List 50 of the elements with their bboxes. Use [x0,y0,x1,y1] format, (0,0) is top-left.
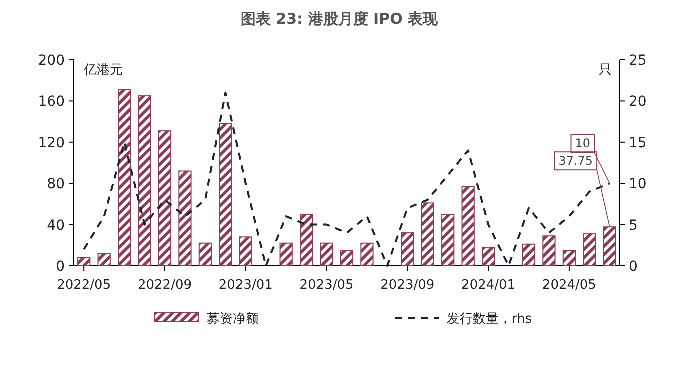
bar [219,123,232,266]
y2-axis-title: 只 [599,63,612,78]
y-tick-label: 40 [47,218,65,234]
data-label: 10 [575,136,591,151]
bar [562,250,576,266]
y2-tick-label: 15 [629,135,647,152]
bar [300,214,314,266]
bar [442,214,455,266]
y2-tick-label: 10 [629,176,647,193]
y2-tick-label: 20 [629,94,647,110]
bar [138,96,152,266]
bar [542,236,556,266]
bar [401,232,414,266]
bar [603,226,616,266]
bar [360,242,374,266]
y2-tick-label: 25 [629,53,647,69]
bar [320,242,334,266]
y2-tick-label: 5 [629,218,638,234]
y-tick-label: 80 [47,176,65,193]
bar [78,257,91,266]
bar [421,202,434,266]
y-tick-label: 160 [38,94,65,110]
bar [239,236,252,266]
bar [462,186,475,266]
legend-label: 募资净额 [207,312,259,327]
bar [583,234,596,266]
data-label: 37.75 [558,154,594,168]
x-tick-label: 2024/01 [462,278,516,293]
y2-tick-label: 0 [629,259,638,275]
x-tick-label: 2024/05 [542,278,596,293]
bar [340,250,354,266]
bar [158,130,172,266]
y-tick-label: 0 [56,259,65,275]
bar [98,253,111,266]
chart-title: 图表 23: 港股月度 IPO 表现 [240,10,440,28]
bar [482,246,496,266]
x-tick-label: 2023/01 [218,278,273,293]
x-tick-label: 2023/09 [380,278,435,293]
bar [118,89,132,266]
bar [178,170,192,266]
y-tick-label: 120 [38,135,65,152]
bar [522,244,536,266]
y-axis-title: 亿港元 [83,63,123,78]
x-tick-label: 2022/05 [57,278,112,293]
x-tick-label: 2023/05 [300,278,354,293]
legend-label: 发行数量，rhs [447,312,532,327]
bar [198,242,212,266]
bar [280,242,293,266]
y-tick-label: 200 [38,53,65,69]
x-tick-label: 2022/09 [138,278,192,293]
